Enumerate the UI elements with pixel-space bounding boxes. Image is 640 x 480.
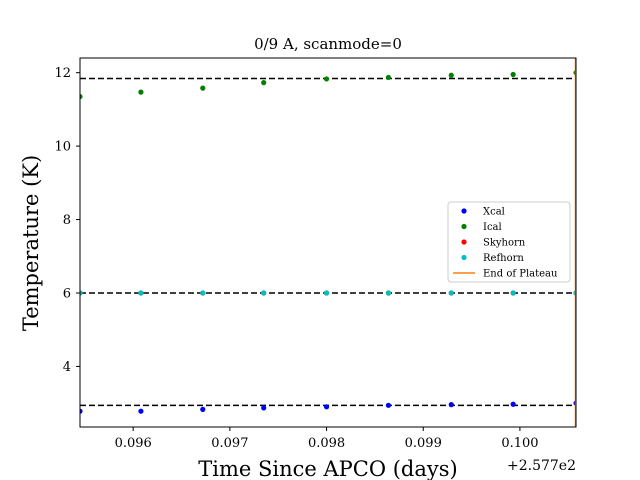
legend-marker-xcal	[461, 208, 467, 214]
plot-frame	[79, 57, 577, 428]
y-tick-label: 4	[63, 360, 71, 375]
legend-label-refhorn: Refhorn	[483, 253, 524, 264]
refhorn-point	[80, 290, 83, 296]
ical-point	[80, 93, 83, 100]
ical-point	[510, 71, 516, 78]
x-offset-label: +2.577e2	[507, 458, 576, 474]
legend-label-skyhorn: Skyhorn	[483, 238, 526, 249]
legend: Xcal Ical Skyhorn Refhorn End of Plateau	[447, 201, 571, 283]
x-tick-label: 0.098	[308, 436, 345, 451]
plot-area	[79, 57, 577, 428]
chart-title: 0/9 A, scanmode=0	[254, 35, 402, 53]
refhorn-point	[510, 290, 516, 296]
ical-point	[323, 76, 330, 82]
x-tick-label: 0.100	[501, 436, 538, 451]
legend-label-xcal: Xcal	[483, 207, 505, 218]
y-tick-label: 8	[63, 213, 71, 228]
legend-marker-ical	[461, 223, 467, 230]
y-tick-label: 12	[54, 66, 71, 81]
xcal-point	[261, 405, 267, 411]
refhorn-point	[200, 290, 206, 296]
plot-inner	[80, 58, 576, 427]
x-axis: 0.096 0.097 0.098 0.099 0.100	[115, 427, 539, 451]
legend-label-ical: Ical	[483, 222, 502, 233]
x-tick-label: 0.097	[211, 436, 248, 451]
xcal-point	[448, 402, 454, 408]
ical-point	[138, 89, 144, 95]
xcal-point	[510, 401, 516, 407]
xcal-point	[385, 402, 392, 408]
x-axis-label: Time Since APCO (days)	[198, 457, 457, 480]
y-tick-label: 10	[54, 140, 71, 155]
ical-point	[261, 80, 267, 86]
legend-label-end-of-plateau: End of Plateau	[483, 269, 558, 280]
xcal-point	[323, 404, 330, 410]
legend-marker-skyhorn	[461, 239, 467, 245]
xcal-point	[80, 408, 83, 414]
x-tick-label: 0.099	[405, 436, 442, 451]
legend-box	[447, 201, 571, 283]
legend-marker-refhorn	[461, 254, 467, 261]
x-tick-label: 0.096	[115, 436, 152, 451]
refhorn-point	[448, 290, 454, 296]
xcal-point	[200, 406, 206, 412]
ical-point	[448, 72, 454, 78]
ical-point	[385, 74, 392, 81]
refhorn-point	[138, 290, 144, 296]
refhorn-point	[261, 290, 267, 296]
y-tick-label: 6	[63, 286, 71, 301]
ical-point	[200, 85, 206, 91]
y-axis-label: Temperature (K)	[19, 155, 43, 331]
refhorn-point	[385, 290, 392, 296]
refhorn-point	[323, 290, 330, 296]
xcal-point	[138, 408, 144, 414]
y-axis: 4 6 8 10 12	[54, 66, 80, 375]
